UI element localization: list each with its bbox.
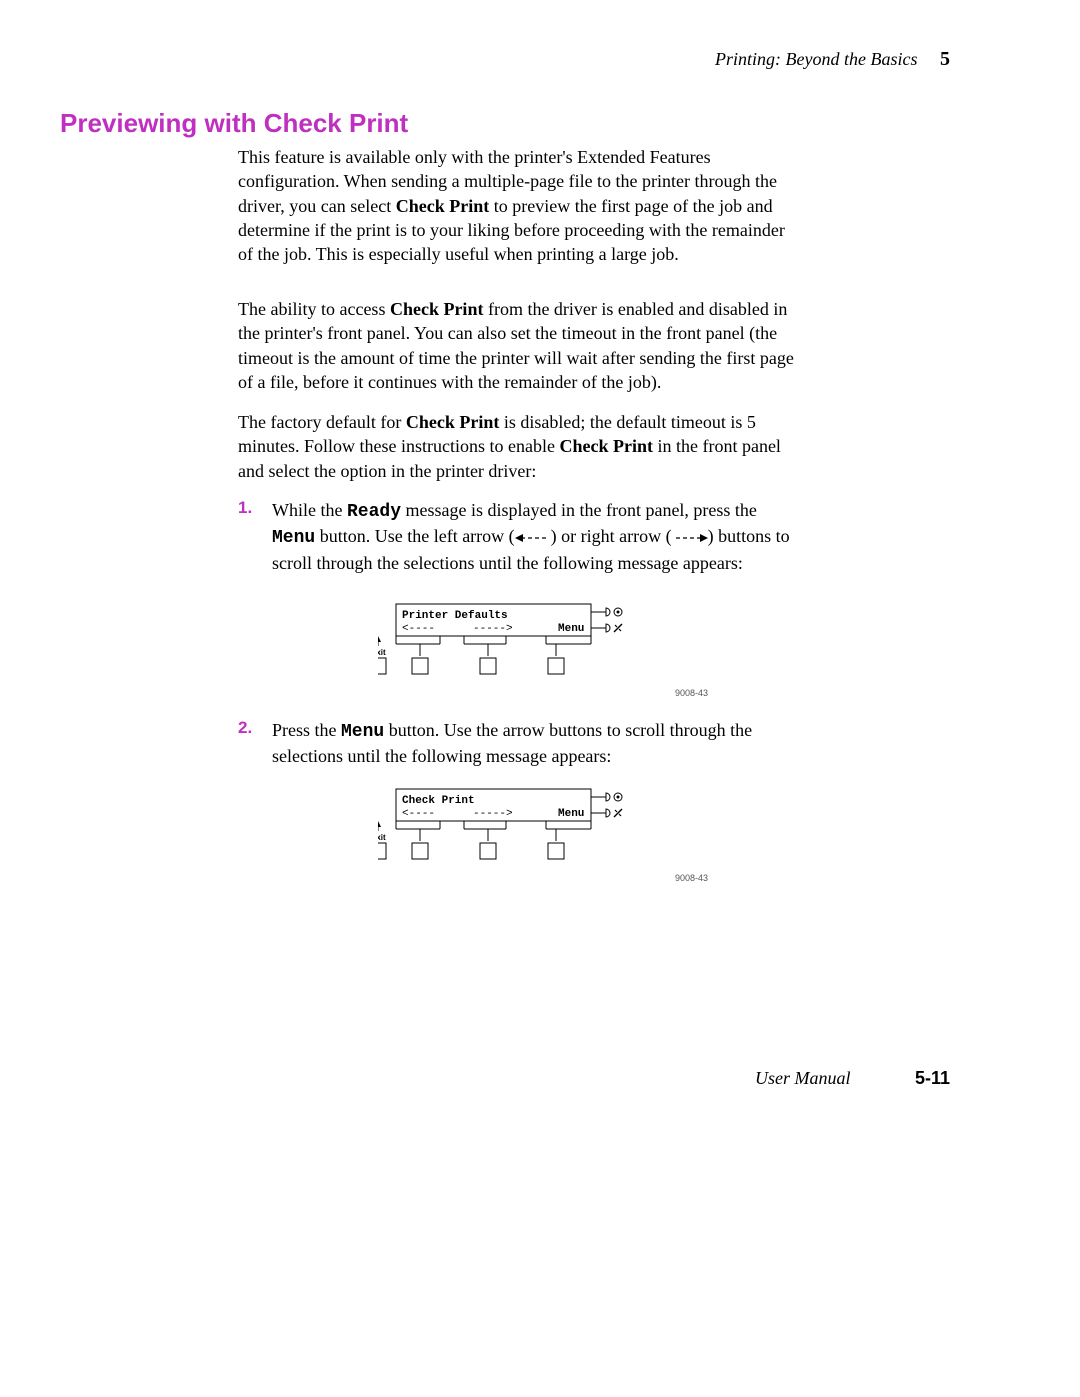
- page-title: Previewing with Check Print: [60, 108, 408, 139]
- exit-label: Exit: [378, 648, 386, 657]
- footer-label: User Manual: [755, 1068, 851, 1088]
- exit-label: Exit: [378, 833, 386, 842]
- text: Press the: [272, 720, 341, 740]
- intro-paragraph: This feature is available only with the …: [238, 145, 798, 266]
- bold-text: Check Print: [559, 436, 653, 456]
- panel-svg: Check Print <---- -----> Menu Exit: [378, 785, 648, 865]
- step-2: 2. Press the Menu button. Use the arrow …: [238, 718, 798, 769]
- bold-text: Check Print: [396, 196, 490, 216]
- access-paragraph: The ability to access Check Print from t…: [238, 297, 798, 394]
- panel-line1: Check Print: [402, 795, 475, 807]
- front-panel-diagram-1: Printer Defaults <---- -----> Menu Exit: [378, 600, 688, 680]
- text: button. Use the left arrow (: [315, 526, 514, 546]
- step-text: Press the Menu button. Use the arrow but…: [272, 718, 798, 769]
- text: The ability to access: [238, 299, 390, 319]
- front-panel-diagram-2: Check Print <---- -----> Menu Exit: [378, 785, 688, 865]
- left-arrow-icon: [515, 532, 551, 544]
- panel-menu: Menu: [558, 623, 584, 635]
- page-footer: User Manual 5-11: [755, 1068, 950, 1089]
- text: The factory default for: [238, 412, 406, 432]
- figure-id: 9008-43: [675, 873, 708, 883]
- panel-line1: Printer Defaults: [402, 610, 508, 622]
- page-number: 5-11: [915, 1068, 950, 1088]
- mono-text: Menu: [341, 722, 384, 742]
- step-1: 1. While the Ready message is displayed …: [238, 498, 798, 575]
- text: ) or right arrow (: [551, 526, 672, 546]
- panel-left-arrow: <----: [402, 808, 435, 820]
- mono-text: Menu: [272, 528, 315, 548]
- panel-svg: Printer Defaults <---- -----> Menu Exit: [378, 600, 648, 680]
- mono-text: Ready: [347, 502, 401, 522]
- chapter-number: 5: [940, 48, 950, 70]
- right-arrow-icon: [672, 532, 708, 544]
- step-number: 2.: [238, 718, 252, 738]
- text: While the: [272, 500, 347, 520]
- bold-text: Check Print: [390, 299, 484, 319]
- panel-right-arrow: ----->: [473, 623, 513, 635]
- panel-menu: Menu: [558, 808, 584, 820]
- text: message is displayed in the front panel,…: [401, 500, 757, 520]
- page-header: Printing: Beyond the Basics 5: [715, 48, 950, 71]
- step-text: While the Ready message is displayed in …: [272, 498, 798, 575]
- panel-right-arrow: ----->: [473, 808, 513, 820]
- section-title: Printing: Beyond the Basics: [715, 49, 917, 69]
- figure-id: 9008-43: [675, 688, 708, 698]
- step-number: 1.: [238, 498, 252, 518]
- panel-left-arrow: <----: [402, 623, 435, 635]
- bold-text: Check Print: [406, 412, 500, 432]
- default-paragraph: The factory default for Check Print is d…: [238, 410, 798, 483]
